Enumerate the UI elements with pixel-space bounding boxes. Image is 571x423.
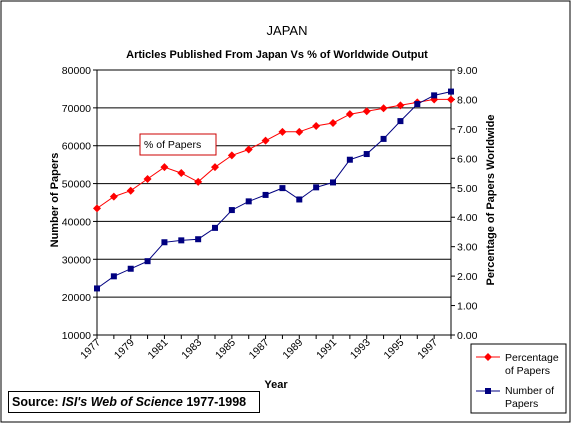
plot-area (96, 69, 452, 336)
left-tick-label: 80000 (62, 65, 91, 77)
data-point-percentage (126, 186, 135, 195)
data-point-percentage (379, 104, 388, 113)
data-point-number (245, 198, 252, 205)
legend-entry-number-line1: Number of (505, 385, 554, 397)
data-point-percentage (396, 101, 405, 110)
data-point-number (195, 236, 202, 243)
right-tick-label: 1.00 (457, 301, 478, 313)
left-tick-label: 50000 (62, 179, 91, 191)
right-axis: 0.00 1.00 2.00 3.00 4.00 5.00 6.00 7.00 8.00 9.00 (451, 65, 478, 342)
right-tick-label: 4.00 (457, 212, 478, 224)
left-tick-label: 30000 (62, 254, 91, 266)
left-axis: 10000 20000 30000 40000 50000 60000 70000 80000 (62, 65, 97, 342)
right-tick-label: 6.00 (457, 153, 478, 165)
data-point-percentage (447, 95, 455, 104)
chart-title: JAPAN (267, 23, 308, 38)
legend-entry-number-line2: Papers (505, 398, 538, 410)
data-point-percentage (177, 169, 186, 178)
chart-subtitle: Articles Published From Japan Vs % of Wo… (126, 49, 428, 61)
right-tick-label: 3.00 (457, 242, 478, 254)
data-point-number (127, 265, 134, 272)
data-point-number (161, 239, 168, 246)
x-axis-title: Year (264, 379, 288, 391)
data-point-percentage (227, 151, 236, 160)
data-point-number (363, 151, 370, 158)
right-tick-label: 9.00 (457, 65, 478, 77)
data-point-number (346, 156, 353, 163)
data-point-percentage (295, 127, 304, 136)
right-tick-label: 2.00 (457, 271, 478, 283)
data-point-percentage (345, 110, 354, 119)
data-point-number (313, 184, 320, 191)
right-tick-label: 8.00 (457, 94, 478, 106)
data-point-number (414, 101, 421, 108)
data-point-number (94, 285, 100, 292)
data-point-number (228, 207, 235, 214)
annotation-label: % of Papers (144, 139, 201, 151)
legend-entry-percentage-line2: of Papers (505, 365, 550, 377)
data-point-percentage (109, 192, 118, 201)
data-point-number (212, 224, 218, 231)
left-tick-label: 10000 (62, 330, 91, 342)
left-tick-label: 60000 (62, 141, 91, 153)
data-point-number (178, 237, 185, 244)
left-axis-title: Number of Papers (49, 153, 61, 248)
data-point-number (397, 118, 404, 125)
source-note: Source: ISI's Web of Science 1977-1998 (8, 391, 260, 413)
left-tick-label: 20000 (62, 292, 91, 304)
source-prefix: Source: (12, 395, 63, 409)
source-range: 1977-1998 (182, 395, 247, 409)
data-point-percentage (278, 127, 287, 136)
right-tick-label: 5.00 (457, 183, 478, 195)
data-point-number (380, 135, 387, 142)
source-name: ISI's Web of Science (62, 395, 183, 409)
right-tick-label: 7.00 (457, 124, 478, 136)
legend-marker-square-icon (485, 388, 491, 394)
data-point-number (279, 185, 286, 192)
left-tick-label: 70000 (62, 103, 91, 115)
data-point-percentage (143, 174, 152, 183)
right-axis-title: Percentage of Papers Worldwide (485, 115, 497, 286)
data-point-number (330, 179, 336, 186)
data-point-number (144, 258, 151, 265)
data-point-percentage (211, 163, 219, 172)
data-point-number (262, 191, 269, 198)
data-point-number (448, 88, 454, 95)
data-point-number (431, 92, 438, 99)
series-line-percentage (96, 98, 451, 209)
legend-entry-percentage-line1: Percentage (505, 352, 559, 364)
data-point-number (110, 273, 117, 280)
data-point-number (296, 196, 303, 203)
legend-marker-diamond-icon (484, 353, 492, 361)
series-line-number (96, 91, 452, 289)
data-point-percentage (194, 177, 203, 186)
legend: Percentage of Papers Number of Papers (470, 343, 567, 414)
annotation-box (139, 133, 217, 156)
series-layer (93, 88, 455, 292)
data-point-percentage (160, 163, 169, 172)
data-point-percentage (261, 136, 270, 145)
data-point-percentage (93, 204, 101, 213)
right-tick-label: 0.00 (457, 330, 478, 342)
data-point-percentage (329, 119, 337, 127)
data-point-percentage (362, 107, 371, 116)
data-point-percentage (312, 121, 321, 130)
left-tick-label: 40000 (62, 216, 91, 228)
data-point-percentage (244, 145, 253, 154)
